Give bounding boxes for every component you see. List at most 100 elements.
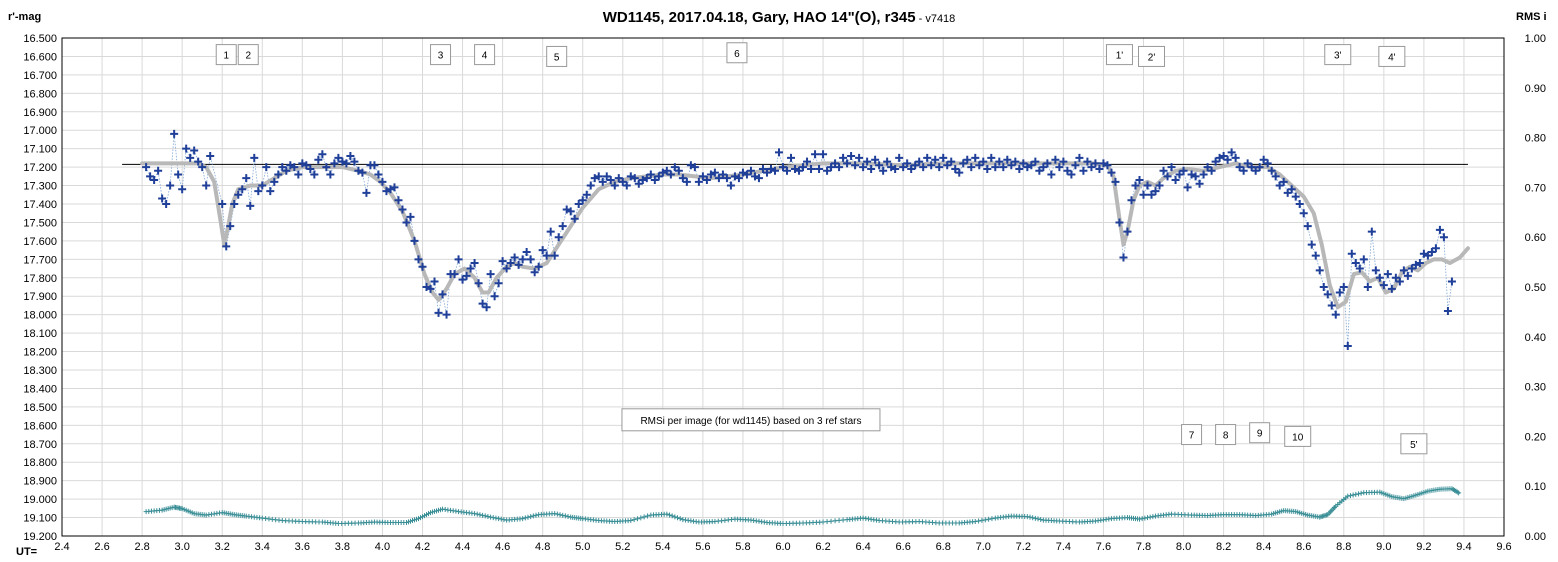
event-label-box bbox=[215, 44, 237, 66]
magnitude-point bbox=[494, 279, 503, 288]
magnitude-point bbox=[1199, 170, 1208, 179]
magnitude-point bbox=[1335, 288, 1344, 297]
event-label-box bbox=[1324, 44, 1352, 66]
event-label: 10 bbox=[1284, 425, 1312, 447]
magnitude-point bbox=[1047, 170, 1056, 179]
magnitude-point bbox=[1091, 159, 1100, 168]
magnitude-point bbox=[530, 268, 539, 277]
magnitude-point bbox=[791, 164, 800, 173]
magnitude-point bbox=[714, 174, 723, 183]
magnitude-point bbox=[883, 157, 892, 166]
magnitude-point bbox=[162, 200, 171, 208]
magnitude-point bbox=[478, 299, 487, 308]
magnitude-point bbox=[638, 176, 647, 185]
rms-point bbox=[631, 517, 637, 523]
magnitude-point bbox=[843, 159, 852, 168]
magnitude-point bbox=[1443, 306, 1452, 315]
x-tick-label: 5.8 bbox=[735, 541, 750, 553]
rms-point bbox=[472, 511, 478, 517]
x-tick-label: 7.8 bbox=[1136, 541, 1151, 553]
event-label-text: 2 bbox=[245, 51, 251, 62]
magnitude-point bbox=[710, 168, 719, 177]
magnitude-point bbox=[330, 159, 339, 168]
magnitude-point bbox=[610, 181, 619, 190]
rms-point bbox=[480, 512, 486, 518]
magnitude-point bbox=[402, 218, 411, 227]
magnitude-point bbox=[795, 166, 804, 175]
magnitude-point bbox=[582, 190, 591, 199]
y-left-tick-label: 18.900 bbox=[23, 476, 57, 488]
magnitude-point bbox=[899, 163, 908, 172]
rms-point bbox=[677, 516, 683, 522]
magnitude-point bbox=[186, 153, 195, 162]
event-label: 1 bbox=[215, 44, 237, 66]
magnitude-point bbox=[1183, 183, 1192, 192]
y-left-tick-label: 18.100 bbox=[23, 328, 57, 340]
y-right-tick-label: 0.70 bbox=[1525, 182, 1546, 194]
magnitude-point bbox=[354, 166, 363, 175]
magnitude-point bbox=[1343, 342, 1352, 351]
magnitude-point bbox=[783, 166, 792, 175]
rms-point bbox=[664, 511, 670, 517]
event-label-text: 3' bbox=[1334, 51, 1342, 62]
magnitude-point bbox=[1303, 222, 1312, 231]
magnitude-point bbox=[815, 164, 824, 173]
event-label-box bbox=[1138, 45, 1166, 67]
magnitude-point bbox=[230, 200, 239, 208]
rms-point bbox=[979, 517, 985, 523]
event-label-box bbox=[1105, 44, 1133, 66]
magnitude-point bbox=[1195, 179, 1204, 188]
magnitude-point bbox=[1179, 166, 1188, 175]
event-label: 5' bbox=[1400, 433, 1428, 455]
magnitude-point bbox=[702, 176, 711, 185]
event-label-box bbox=[1215, 424, 1237, 446]
rms-point bbox=[672, 514, 678, 520]
magnitude-point bbox=[642, 174, 651, 183]
magnitude-point bbox=[538, 246, 547, 255]
magnitude-point bbox=[670, 163, 679, 172]
magnitude-point bbox=[1059, 157, 1068, 166]
magnitude-point bbox=[498, 257, 507, 266]
magnitude-point bbox=[762, 168, 771, 177]
magnitude-point bbox=[358, 168, 367, 177]
magnitude-point bbox=[831, 159, 840, 168]
magnitude-point bbox=[1271, 172, 1280, 181]
magnitude-point bbox=[1099, 159, 1108, 168]
magnitude-point bbox=[1223, 155, 1232, 164]
event-label-text: 2' bbox=[1148, 52, 1156, 63]
magnitude-point bbox=[166, 181, 175, 190]
magnitude-point bbox=[1311, 251, 1320, 260]
magnitude-point bbox=[374, 170, 383, 179]
event-label-box bbox=[1284, 425, 1312, 447]
x-tick-label: 8.8 bbox=[1336, 541, 1351, 553]
magnitude-point bbox=[570, 214, 579, 223]
y-left-tick-label: 17.800 bbox=[23, 273, 57, 285]
magnitude-point bbox=[1339, 283, 1348, 291]
rms-point bbox=[560, 512, 566, 518]
x-tick-label: 3.6 bbox=[295, 541, 310, 553]
event-label: 1' bbox=[1105, 44, 1133, 66]
magnitude-point bbox=[662, 166, 671, 175]
magnitude-point bbox=[991, 163, 1000, 172]
magnitude-point bbox=[1063, 166, 1072, 175]
y-left-tick-labels: 16.500 16.600 16.700 16.800 16.900 17.000 17.1… bbox=[23, 33, 57, 543]
magnitude-point bbox=[1255, 163, 1264, 172]
event-label-box bbox=[1400, 433, 1428, 455]
x-tick-label: 4.6 bbox=[495, 541, 510, 553]
rms-point bbox=[522, 515, 528, 521]
magnitude-point bbox=[734, 174, 743, 183]
magnitude-point bbox=[246, 201, 255, 210]
magnitude-point bbox=[1191, 172, 1200, 181]
magnitude-point bbox=[706, 170, 715, 179]
magnitude-point bbox=[907, 164, 916, 173]
magnitude-point bbox=[1259, 155, 1268, 164]
rms-point bbox=[554, 511, 560, 517]
magnitude-point bbox=[482, 303, 491, 312]
y-left-tick-label: 18.200 bbox=[23, 347, 57, 359]
magnitude-point bbox=[438, 290, 447, 299]
magnitude-point bbox=[650, 176, 659, 185]
x-tick-label: 6.4 bbox=[855, 541, 870, 553]
x-tick-label: 2.4 bbox=[54, 541, 69, 553]
magnitude-point bbox=[1055, 163, 1064, 172]
magnitude-point bbox=[286, 161, 295, 170]
